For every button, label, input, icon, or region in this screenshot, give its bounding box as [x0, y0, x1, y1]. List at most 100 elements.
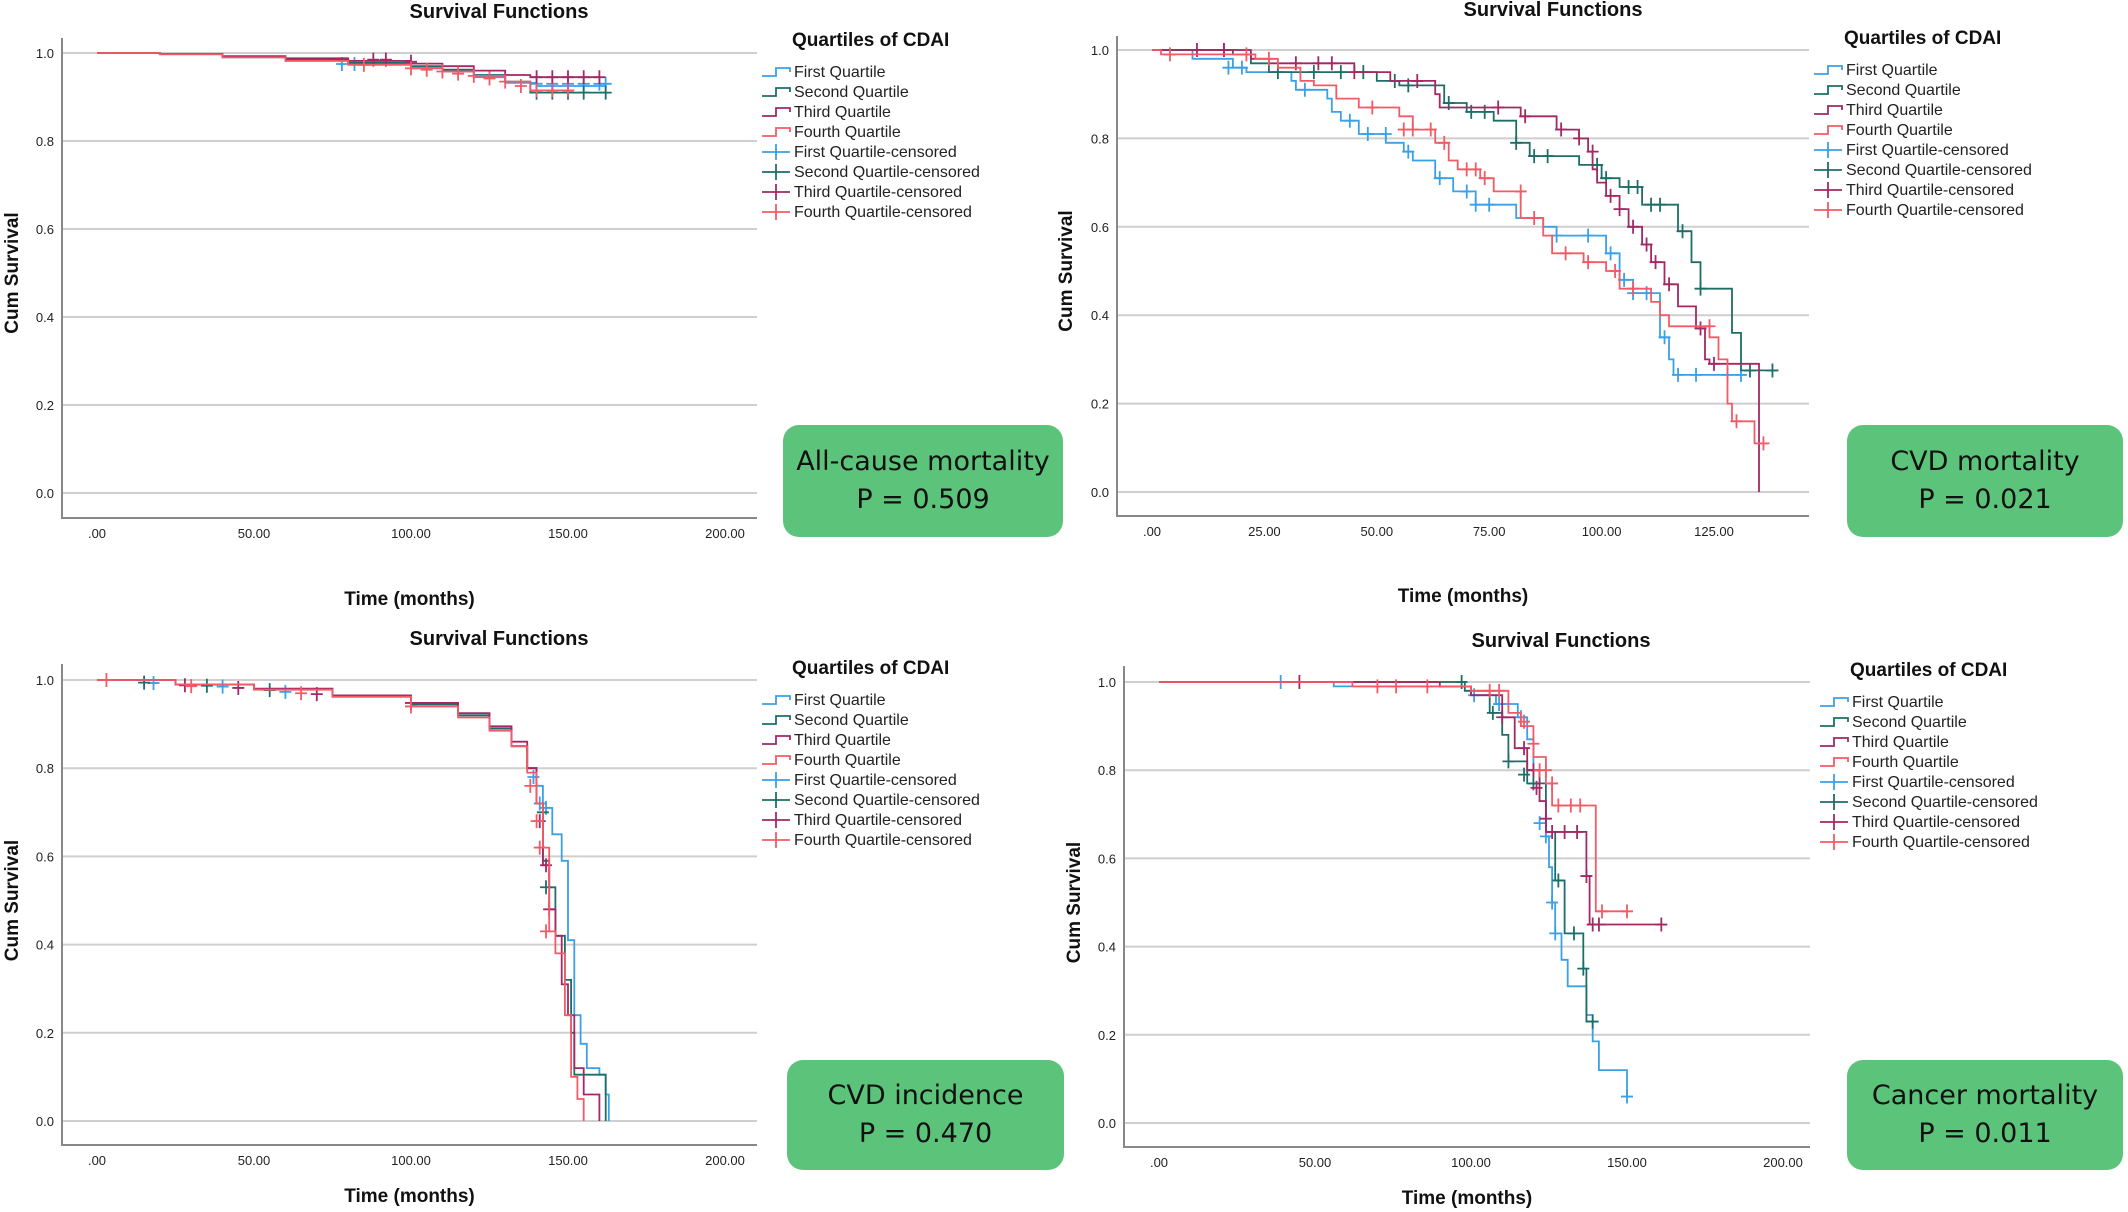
chart-title: Survival Functions	[1472, 630, 1651, 652]
censor-mark	[1567, 926, 1580, 941]
series-line-second-quartile	[1152, 49, 1777, 372]
censor-mark	[1518, 714, 1531, 729]
y-axis-label: Cum Survival	[2, 840, 23, 961]
legend-step-icon	[1814, 85, 1843, 95]
legend-step-icon	[1814, 125, 1843, 135]
legend-censor-icon	[1820, 834, 1848, 850]
censor-mark	[1307, 65, 1320, 80]
censor-mark	[599, 85, 612, 100]
censor-mark	[1492, 100, 1505, 115]
x-tick-label: 100.00	[391, 526, 431, 541]
censor-mark	[1366, 100, 1379, 115]
chart-panel-all-cause: Survival Functions 0.0 0.2 0.4 0.6 0.8 1.0 .00 5…	[2, 1, 980, 610]
censor-mark	[1469, 162, 1482, 177]
censor-mark	[1262, 51, 1275, 66]
x-tick-label: 125.00	[1694, 524, 1734, 539]
censor-mark	[1640, 237, 1653, 252]
x-axis-label: Time (months)	[344, 1186, 475, 1207]
censor-mark	[1582, 228, 1595, 243]
y-axis-label: Cum Survival	[2, 212, 23, 333]
censor-mark	[1424, 122, 1437, 137]
y-tick-label: 0.0	[1091, 485, 1109, 500]
censor-mark	[1573, 131, 1586, 146]
censor-mark	[1577, 961, 1590, 976]
pvalue-box-label: All-cause mortality	[796, 446, 1050, 477]
censor-mark	[577, 70, 590, 85]
legend-step-icon	[762, 107, 791, 117]
censor-mark	[1334, 65, 1347, 80]
legend-step-icon	[1820, 757, 1849, 767]
censor-mark	[279, 684, 292, 699]
legend-item: Second Quartile	[762, 712, 909, 729]
censor-mark	[1580, 869, 1593, 884]
censor-mark	[1483, 197, 1496, 212]
censor-mark	[1502, 754, 1515, 769]
legend-item: Third Quartile-censored	[1820, 814, 2020, 831]
legend-step-icon	[1820, 717, 1849, 727]
censor-mark	[483, 71, 496, 86]
axis-frame	[61, 664, 757, 1146]
legend-step-icon	[762, 735, 791, 745]
censor-mark	[1546, 824, 1559, 839]
axis-frame	[1116, 36, 1809, 517]
x-axis-label: Time (months)	[344, 589, 475, 610]
censor-mark	[530, 70, 543, 85]
censor-mark	[1743, 363, 1756, 378]
x-tick-label: .00	[88, 526, 106, 541]
censor-mark	[1519, 109, 1532, 124]
legend-label: First Quartile	[1852, 694, 1944, 711]
y-tick-label: 0.4	[36, 938, 54, 953]
censor-mark	[1586, 1014, 1599, 1029]
censor-mark	[1460, 184, 1473, 199]
chart-panel-cvd-mortality: Survival Functions 0.0 0.2 0.4 0.6 0.8 1.0 .00 2…	[1056, 0, 2032, 607]
censor-mark	[1571, 824, 1584, 839]
censor-mark	[546, 83, 559, 98]
censor-mark	[546, 70, 559, 85]
censor-mark	[533, 840, 546, 855]
censor-mark	[1371, 679, 1384, 694]
legend-label: Third Quartile	[794, 732, 891, 749]
pvalue-box-all-cause: All-cause mortality P = 0.509	[783, 425, 1063, 537]
x-tick-label: 200.00	[1763, 1155, 1803, 1170]
y-tick-label: 0.6	[1098, 851, 1116, 866]
censor-mark	[1527, 736, 1540, 751]
legend-title: Quartiles of CDAI	[1850, 660, 2007, 681]
censor-mark	[1604, 188, 1617, 203]
y-tick-label: 1.0	[36, 673, 54, 688]
censor-mark	[1411, 73, 1424, 88]
censor-mark	[1222, 60, 1235, 75]
legend-label: Second Quartile-censored	[1852, 794, 2038, 811]
y-tick-label: 0.4	[1091, 308, 1109, 323]
censor-mark	[1530, 780, 1543, 795]
x-tick-label: 100.00	[1451, 1155, 1491, 1170]
censor-mark	[1672, 367, 1685, 382]
censor-mark	[1627, 281, 1640, 296]
censor-mark	[1528, 210, 1541, 225]
censor-mark	[1518, 741, 1531, 756]
legend-item: First Quartile-censored	[762, 144, 957, 161]
censor-mark	[1421, 679, 1434, 694]
legend-label: Third Quartile	[1852, 734, 1949, 751]
censor-mark	[467, 68, 480, 83]
x-tick-label: .00	[1143, 524, 1161, 539]
legend-censor-icon	[762, 204, 790, 220]
series-line-third-quartile	[1159, 681, 1662, 926]
legend-step-icon	[762, 755, 791, 765]
legend-censor-icon	[762, 812, 790, 828]
censor-mark	[405, 61, 417, 76]
censor-mark	[1658, 330, 1671, 345]
legend-item: Second Quartile	[1820, 714, 1967, 731]
legend-censor-icon	[1814, 162, 1842, 178]
censor-mark	[1663, 277, 1676, 292]
pvalue-box-pvalue: P = 0.021	[1918, 484, 2052, 515]
censor-mark	[540, 858, 553, 873]
censor-mark	[1496, 710, 1509, 725]
y-tick-label: 0.0	[1098, 1116, 1116, 1131]
censor-mark	[1631, 180, 1644, 195]
pvalue-box-pvalue: P = 0.509	[856, 484, 990, 515]
series-line-fourth-quartile	[1159, 681, 1627, 913]
legend-label: Second Quartile-censored	[794, 792, 980, 809]
x-axis-label: Time (months)	[1402, 1188, 1533, 1209]
legend-censor-icon	[1820, 794, 1848, 810]
y-tick-label: 0.8	[1091, 131, 1109, 146]
